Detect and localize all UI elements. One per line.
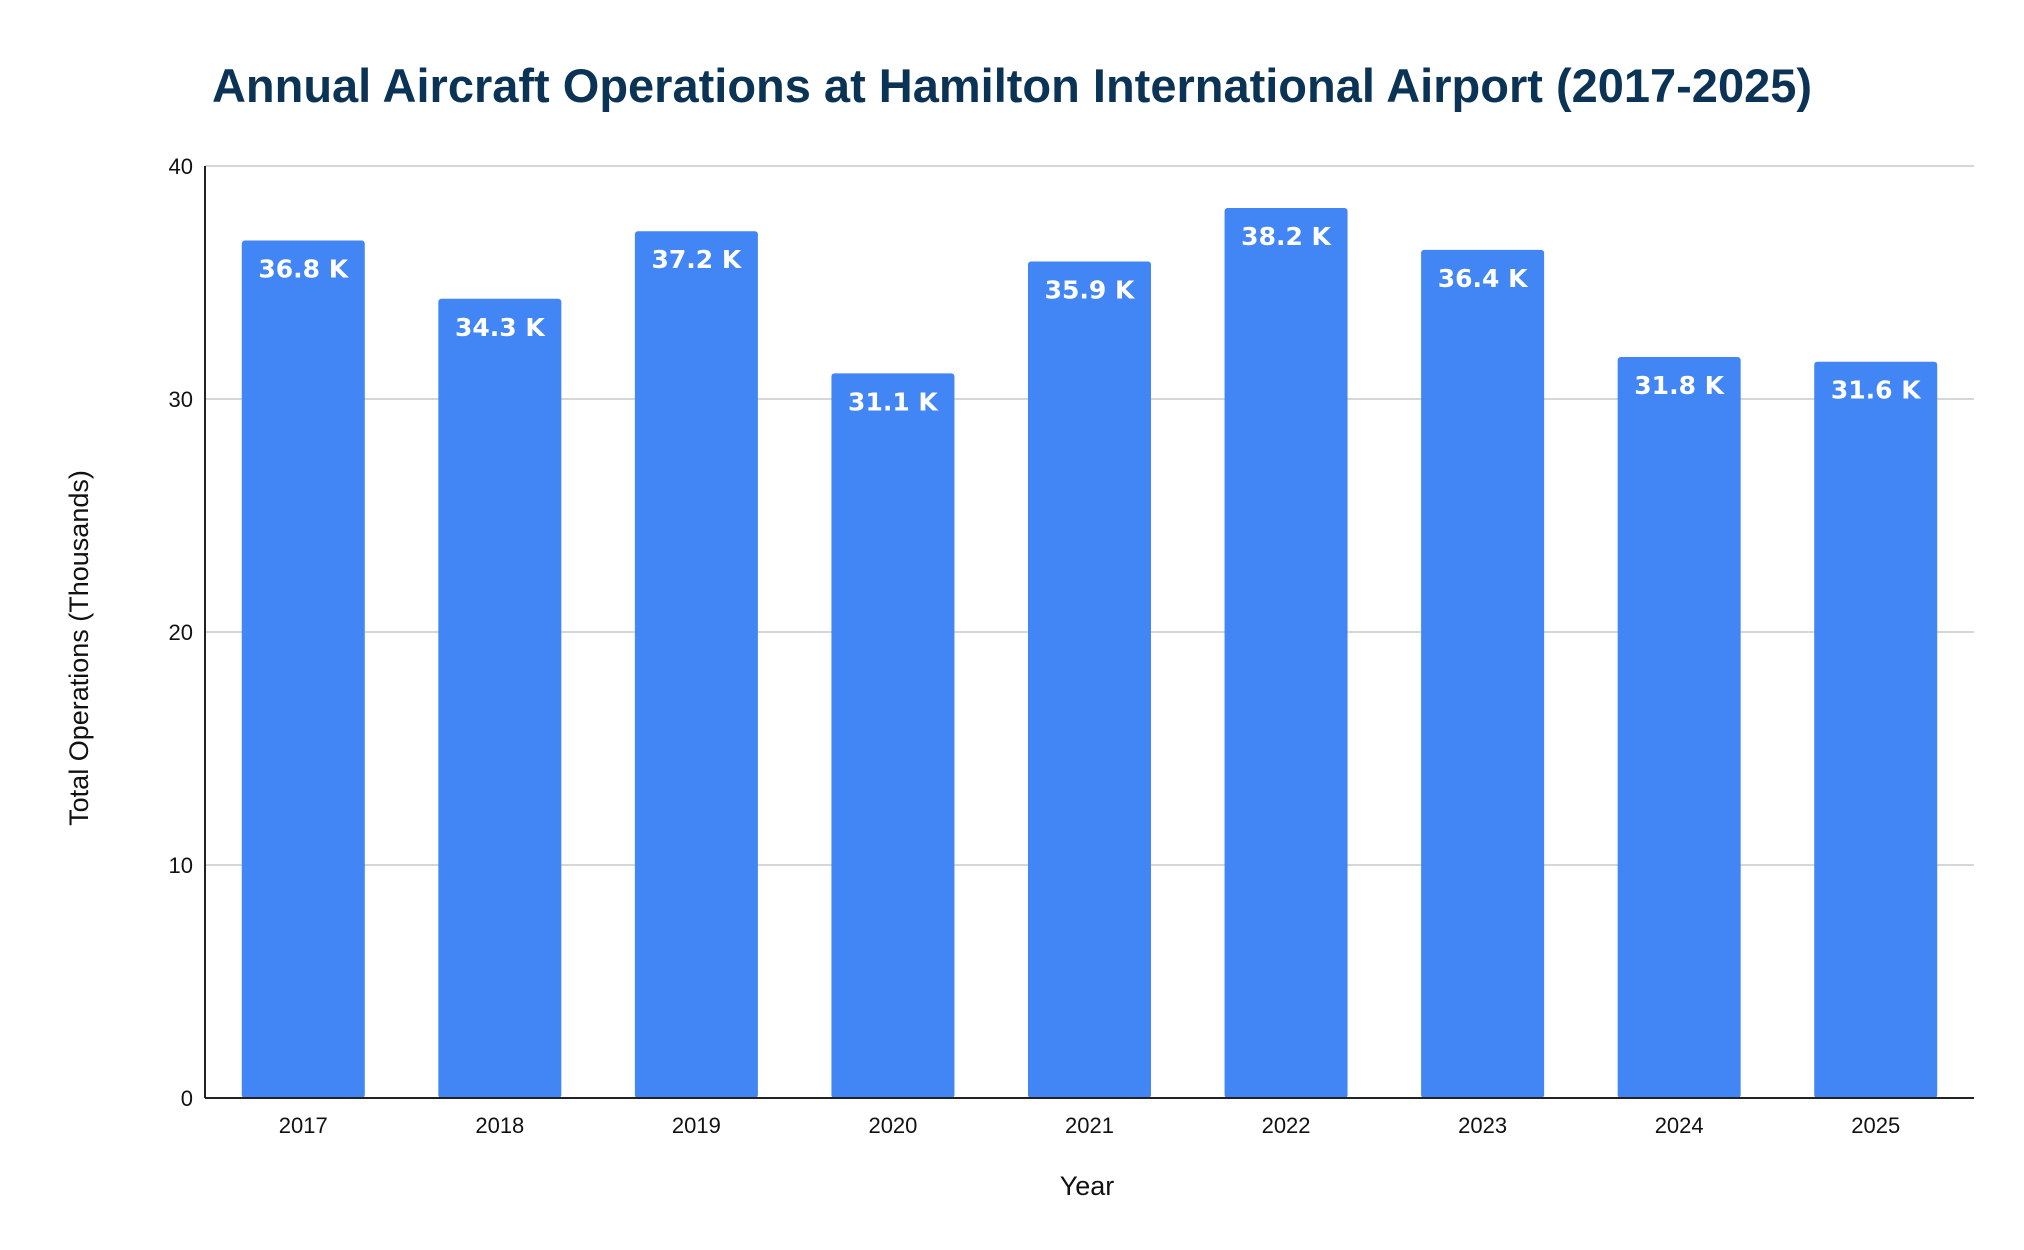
x-tick-label: 2023 bbox=[1458, 1113, 1507, 1138]
x-tick-label: 2017 bbox=[279, 1113, 328, 1138]
bar-2020 bbox=[831, 373, 955, 1098]
bar-value-label: 35.9 K bbox=[1045, 276, 1136, 305]
bar-2022 bbox=[1224, 207, 1348, 1098]
bar-2023 bbox=[1421, 249, 1545, 1098]
x-tick-label: 2019 bbox=[672, 1113, 721, 1138]
x-axis-title: Year bbox=[1060, 1171, 1115, 1201]
bar-value-label: 36.8 K bbox=[258, 255, 349, 284]
bar-2024 bbox=[1617, 357, 1741, 1098]
bar-value-label: 31.1 K bbox=[848, 387, 939, 416]
bar-value-label: 36.4 K bbox=[1438, 264, 1529, 293]
x-tick-label: 2022 bbox=[1262, 1113, 1311, 1138]
bar-value-label: 37.2 K bbox=[652, 245, 743, 274]
bar-2018 bbox=[438, 298, 562, 1098]
y-tick-label: 30 bbox=[169, 387, 193, 412]
y-axis-title: Total Operations (Thousands) bbox=[64, 470, 94, 826]
bar-2017 bbox=[241, 240, 365, 1098]
y-axis-ticks: 0 10 20 30 40 bbox=[169, 154, 193, 1111]
bar-value-label: 31.6 K bbox=[1831, 376, 1922, 405]
bars bbox=[241, 207, 1938, 1099]
bar-value-label: 38.2 K bbox=[1241, 222, 1332, 251]
x-tick-label: 2020 bbox=[868, 1113, 917, 1138]
y-tick-label: 20 bbox=[169, 620, 193, 645]
x-tick-label: 2021 bbox=[1065, 1113, 1114, 1138]
bar-2021 bbox=[1028, 261, 1151, 1098]
bar-value-label: 34.3 K bbox=[455, 313, 546, 342]
y-tick-label: 10 bbox=[169, 853, 193, 878]
chart-title: Annual Aircraft Operations at Hamilton I… bbox=[212, 59, 1812, 112]
x-tick-label: 2025 bbox=[1851, 1113, 1900, 1138]
x-axis-ticks: 2017 2018 2019 2020 2021 2022 2023 2024 2025 bbox=[279, 1113, 1900, 1138]
bar-value-label: 31.8 K bbox=[1634, 371, 1725, 400]
bar-2019 bbox=[634, 231, 758, 1099]
x-tick-label: 2018 bbox=[475, 1113, 524, 1138]
y-tick-label: 0 bbox=[181, 1086, 193, 1111]
x-tick-label: 2024 bbox=[1655, 1113, 1704, 1138]
bar-2025 bbox=[1814, 361, 1938, 1099]
y-tick-label: 40 bbox=[169, 154, 193, 179]
bar-labels: 36.8 K 34.3 K 37.2 K 31.1 K 35.9 K 38.2 K 36.4… bbox=[258, 222, 1922, 416]
